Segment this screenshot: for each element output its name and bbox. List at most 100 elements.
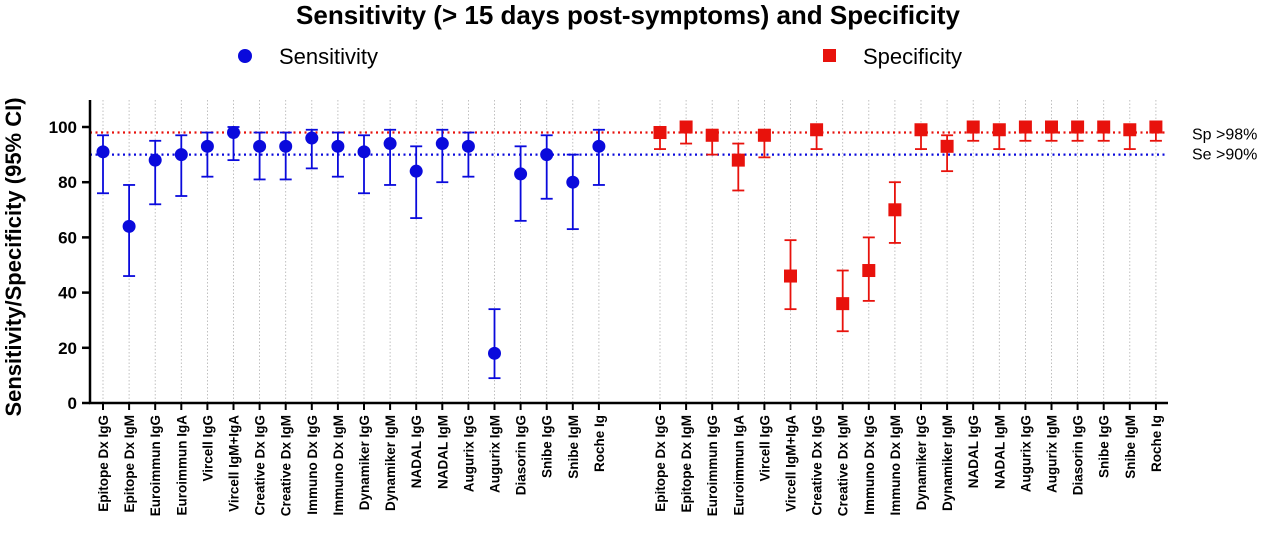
category-label: Euroimmun IgG (705, 415, 720, 516)
sensitivity-point (331, 139, 345, 153)
category-label: Diasorin IgG (1071, 415, 1086, 495)
category-label: Immuno Dx IgG (305, 415, 320, 515)
category-label: Epitope Dx IgM (679, 415, 694, 513)
sensitivity-point (96, 145, 110, 159)
category-label: Creative Dx IgM (279, 415, 294, 516)
specificity-point (784, 269, 797, 283)
specificity-point (940, 139, 954, 153)
y-tick-label: 80 (58, 173, 77, 192)
y-tick-label: 20 (58, 339, 77, 358)
category-label: Snibe IgM (1123, 415, 1138, 479)
category-labels: Epitope Dx IgG Epitope Dx IgM Euroimmun Ig… (96, 415, 1164, 517)
chart-title: Sensitivity (> 15 days post-symptoms) an… (296, 0, 960, 30)
specificity-point (862, 264, 876, 278)
specificity-point (653, 126, 667, 140)
legend-marker-sensitivity (238, 49, 252, 63)
y-tick-label: 100 (49, 118, 77, 137)
data-marks (96, 120, 1163, 380)
specificity-point (966, 120, 980, 134)
sensitivity-point (122, 219, 136, 233)
category-label: Snibe IgM (566, 415, 581, 479)
category-label: NADAL IgM (992, 415, 1007, 489)
category-label: Roche Ig (592, 415, 607, 472)
specificity-point (836, 297, 850, 311)
specificity-point (757, 128, 771, 142)
sensitivity-point (488, 346, 501, 360)
category-label: Immuno Dx IgM (888, 415, 903, 516)
specificity-point (914, 123, 928, 137)
sensitivity-point (227, 126, 240, 140)
specificity-point (1149, 120, 1163, 134)
category-label: Euroimmun IgA (174, 415, 189, 516)
legend-label-specificity: Specificity (863, 44, 962, 69)
specificity-point (1045, 120, 1058, 134)
category-label: Augurix IgG (1018, 415, 1033, 492)
specificity-point (1018, 120, 1032, 134)
category-label: Augurix IgM (488, 415, 503, 493)
y-axis-label: Sensitivity/Specificity (95% CI) (1, 97, 26, 416)
category-label: Dynamiker IgG (914, 415, 929, 510)
y-tick-label: 0 (68, 394, 77, 413)
reference-line-label: Se >90% (1192, 147, 1257, 164)
category-label: Creative Dx IgM (836, 415, 851, 516)
sensitivity-point (279, 139, 293, 153)
category-label: Augurix IgG (461, 415, 476, 492)
reference-line-label: Sp >98% (1192, 127, 1257, 144)
category-label: Vircell IgM+IgA (784, 415, 799, 512)
specificity-point (992, 123, 1006, 137)
specificity-point (888, 203, 902, 217)
category-label: NADAL IgM (435, 415, 450, 489)
category-label: Dynamiker IgM (383, 415, 398, 511)
specificity-point (1123, 123, 1137, 137)
reference-lines: Sp >98% Se >90% (90, 127, 1257, 164)
specificity-point (1071, 120, 1085, 134)
specificity-point (705, 128, 719, 142)
axes: 0 20 40 60 80 100 (49, 100, 1168, 413)
specificity-point (679, 120, 693, 134)
category-label: Roche Ig (1149, 415, 1164, 472)
category-label: Epitope Dx IgG (653, 415, 668, 512)
category-label: Snibe IgG (540, 415, 555, 478)
legend-marker-specificity (823, 49, 836, 62)
category-label: Diasorin IgG (514, 415, 529, 495)
sensitivity-point (200, 139, 214, 153)
specificity-point (810, 123, 824, 137)
specificity-point (1097, 120, 1111, 134)
legend-label-sensitivity: Sensitivity (279, 44, 378, 69)
category-label: Dynamiker IgM (940, 415, 955, 511)
category-label: Euroimmun IgA (731, 415, 746, 516)
sensitivity-point (148, 153, 162, 167)
sensitivity-point (461, 139, 475, 153)
category-label: Epitope Dx IgM (122, 415, 137, 513)
category-label: Creative Dx IgG (253, 415, 268, 516)
sensitivity-point (540, 148, 554, 162)
sensitivity-point (435, 137, 449, 151)
y-tick-label: 40 (58, 284, 77, 303)
sensitivity-point (357, 145, 371, 159)
sensitivity-point (253, 139, 267, 153)
category-label: Euroimmun IgG (148, 415, 163, 516)
sensitivity-point (514, 167, 528, 181)
category-label: NADAL IgG (966, 415, 981, 488)
legend: Sensitivity Specificity (238, 44, 962, 69)
category-label: Vircell IgG (200, 415, 215, 482)
y-tick-label: 60 (58, 228, 77, 247)
category-label: Creative Dx IgG (810, 415, 825, 516)
specificity-point (731, 153, 745, 167)
category-label: NADAL IgG (409, 415, 424, 488)
sensitivity-point (566, 175, 580, 189)
category-label: Vircell IgM+IgA (227, 415, 242, 512)
category-label: Dynamiker IgG (357, 415, 372, 510)
category-label: Vircell IgG (757, 415, 772, 482)
category-label: Snibe IgG (1097, 415, 1112, 478)
sensitivity-point (305, 131, 319, 145)
category-label: Epitope Dx IgG (96, 415, 111, 512)
sensitivity-point (592, 139, 606, 153)
sensitivity-point (174, 148, 188, 162)
sensitivity-point (383, 137, 397, 151)
category-label: Augurix IgM (1045, 415, 1060, 493)
sensitivity-point (409, 164, 423, 178)
category-label: Immuno Dx IgM (331, 415, 346, 516)
category-label: Immuno Dx IgG (862, 415, 877, 515)
